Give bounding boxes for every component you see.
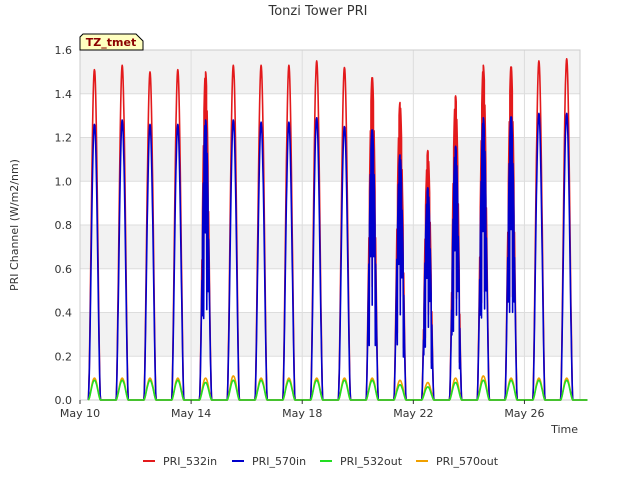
x-tick-label: May 14 <box>171 407 211 420</box>
legend-label: PRI_532out <box>340 455 403 468</box>
y-axis-ticks: 0.0 0.2 0.4 0.6 0.8 1.0 1.2 1.4 1.6 <box>55 44 73 407</box>
y-tick-label: 0.2 <box>55 350 73 363</box>
y-tick-label: 1.4 <box>55 88 73 101</box>
y-tick-label: 1.0 <box>55 175 73 188</box>
badge: TZ_tmet <box>79 33 144 51</box>
plot-background <box>80 50 580 400</box>
plot-band <box>80 93 580 138</box>
series-line-pri-532out <box>87 379 588 401</box>
plot-band <box>80 181 580 225</box>
x-axis-ticks: May 10 May 14 May 18 May 22 May 26 <box>60 400 545 420</box>
y-tick-label: 0.0 <box>55 394 73 407</box>
legend-label: PRI_570in <box>252 455 306 468</box>
chart-title: Tonzi Tower PRI <box>268 4 368 19</box>
x-tick-label: May 10 <box>60 407 100 420</box>
legend: PRI_532in PRI_570in PRI_532out PRI_570out <box>143 455 499 468</box>
x-tick-label: May 18 <box>282 407 322 420</box>
x-tick-label: May 22 <box>393 407 433 420</box>
legend-label: PRI_532in <box>163 455 217 468</box>
plot-band <box>80 268 580 313</box>
y-tick-label: 0.6 <box>55 263 73 276</box>
y-tick-label: 1.6 <box>55 44 73 57</box>
y-tick-label: 0.4 <box>55 307 73 320</box>
badge-label: TZ_tmet <box>86 36 136 49</box>
y-tick-label: 0.8 <box>55 219 73 232</box>
legend-label: PRI_570out <box>436 455 499 468</box>
x-axis-label: Time <box>550 423 578 436</box>
plot-band <box>80 50 580 94</box>
plot-band <box>80 312 580 357</box>
plot-band <box>80 225 580 269</box>
plot-band <box>80 356 580 400</box>
series-layer <box>87 58 588 401</box>
y-tick-label: 1.2 <box>55 132 73 145</box>
x-tick-label: May 26 <box>504 407 544 420</box>
y-axis-label: PRI Channel (W/m2/nm) <box>8 159 21 291</box>
badge-shape <box>79 33 144 51</box>
plot-band <box>80 137 580 182</box>
